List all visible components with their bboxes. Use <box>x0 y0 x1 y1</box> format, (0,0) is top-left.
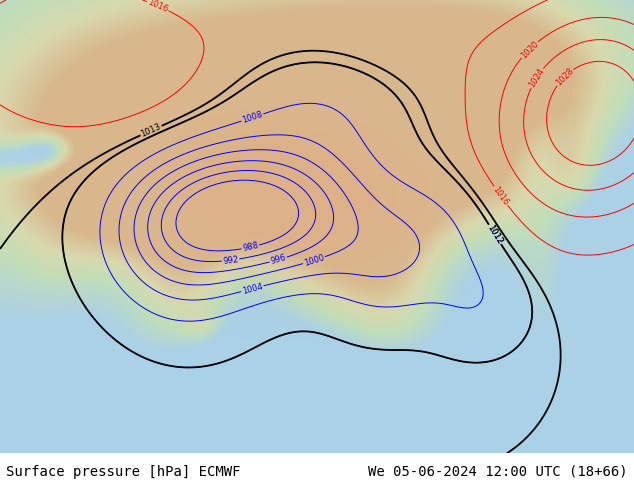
Text: 1008: 1008 <box>241 110 264 125</box>
Text: 1013: 1013 <box>139 122 162 139</box>
Text: 996: 996 <box>269 253 287 266</box>
Text: Surface pressure [hPa] ECMWF: Surface pressure [hPa] ECMWF <box>6 465 241 479</box>
Text: 1012: 1012 <box>486 223 504 245</box>
Text: 1028: 1028 <box>553 66 575 88</box>
Text: 1024: 1024 <box>527 67 546 89</box>
Text: 1016: 1016 <box>491 185 510 207</box>
Text: 1012: 1012 <box>486 223 504 245</box>
Text: 992: 992 <box>222 255 239 266</box>
Text: 1016: 1016 <box>146 0 169 14</box>
Text: 1000: 1000 <box>302 253 325 268</box>
Text: We 05-06-2024 12:00 UTC (18+66): We 05-06-2024 12:00 UTC (18+66) <box>368 465 628 479</box>
Text: 988: 988 <box>242 241 259 253</box>
Text: 1020: 1020 <box>519 39 540 60</box>
Text: 1004: 1004 <box>241 282 264 295</box>
